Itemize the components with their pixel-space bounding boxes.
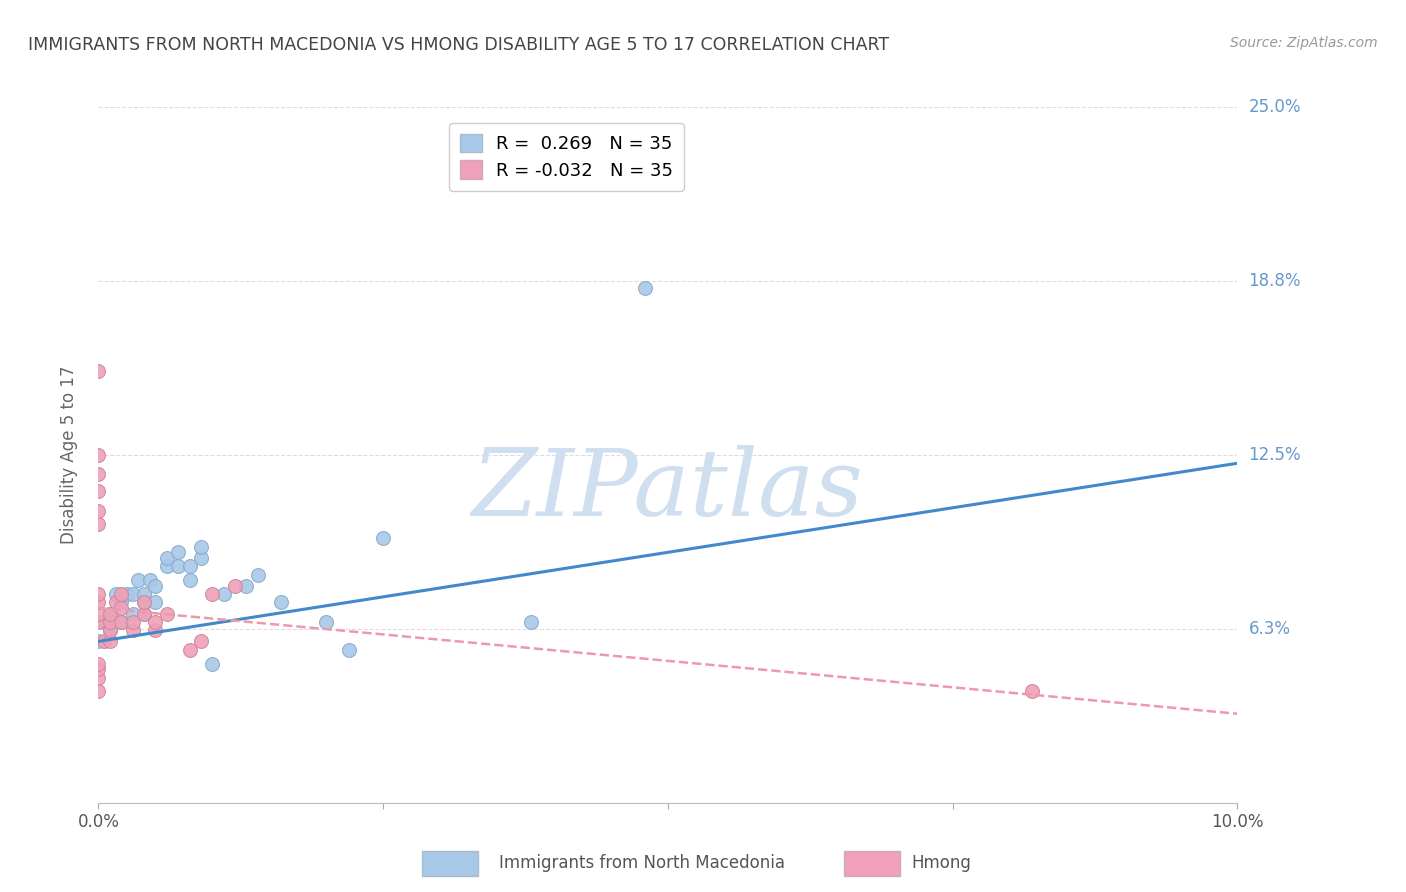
Point [1021,684,1043,698]
Point [87,484,110,499]
Point [201,657,224,671]
Point [138,573,160,587]
Point [110,601,132,615]
Point [121,615,143,629]
Point [87,517,110,532]
Point [235,579,257,593]
Point [110,615,132,629]
Point [190,540,212,554]
Point [98,607,121,621]
Point [145,615,167,629]
Point [145,624,167,638]
Text: 18.8%: 18.8% [1249,272,1301,290]
Point [145,595,167,609]
Point [634,281,657,295]
Point [246,567,269,582]
Point [87,671,110,685]
Text: 25.0%: 25.0% [1249,98,1301,116]
Point [93,615,115,629]
Point [87,607,110,621]
Point [132,595,155,609]
Point [87,595,110,609]
Text: Source: ZipAtlas.com: Source: ZipAtlas.com [1230,36,1378,50]
Point [224,579,246,593]
Point [201,587,224,601]
Point [179,642,201,657]
Point [337,642,360,657]
Point [115,587,138,601]
Point [87,615,110,629]
Point [104,587,127,601]
Point [373,532,395,546]
Point [110,595,132,609]
Point [156,559,179,574]
Point [93,634,115,648]
Point [87,364,110,378]
Point [156,607,179,621]
Point [98,607,121,621]
Point [156,550,179,565]
Point [87,467,110,482]
Point [212,587,235,601]
Point [132,607,155,621]
Point [270,595,292,609]
Text: Hmong: Hmong [911,855,972,872]
Text: IMMIGRANTS FROM NORTH MACEDONIA VS HMONG DISABILITY AGE 5 TO 17 CORRELATION CHAR: IMMIGRANTS FROM NORTH MACEDONIA VS HMONG… [28,36,889,54]
Point [179,559,201,574]
Point [145,579,167,593]
Point [127,573,149,587]
Point [87,634,110,648]
Point [98,624,121,638]
Text: Immigrants from North Macedonia: Immigrants from North Macedonia [499,855,785,872]
Point [315,615,337,629]
Text: 12.5%: 12.5% [1249,446,1301,464]
Point [121,624,143,638]
Point [98,624,121,638]
Point [87,503,110,517]
Point [87,448,110,462]
Point [121,587,143,601]
Point [98,615,121,629]
Point [520,615,543,629]
Point [110,587,132,601]
Point [190,634,212,648]
Legend: R =  0.269   N = 35, R = -0.032   N = 35: R = 0.269 N = 35, R = -0.032 N = 35 [449,123,683,191]
Point [179,573,201,587]
Point [190,550,212,565]
Y-axis label: Disability Age 5 to 17: Disability Age 5 to 17 [59,366,77,544]
Point [132,595,155,609]
Point [104,595,127,609]
Point [98,634,121,648]
Point [121,607,143,621]
Text: 6.3%: 6.3% [1249,620,1291,638]
Point [87,657,110,671]
Point [167,545,190,559]
Point [87,662,110,676]
Point [132,587,155,601]
Text: ZIPatlas: ZIPatlas [472,445,863,534]
Point [167,559,190,574]
Point [132,607,155,621]
Point [87,684,110,698]
Point [110,615,132,629]
Point [87,587,110,601]
